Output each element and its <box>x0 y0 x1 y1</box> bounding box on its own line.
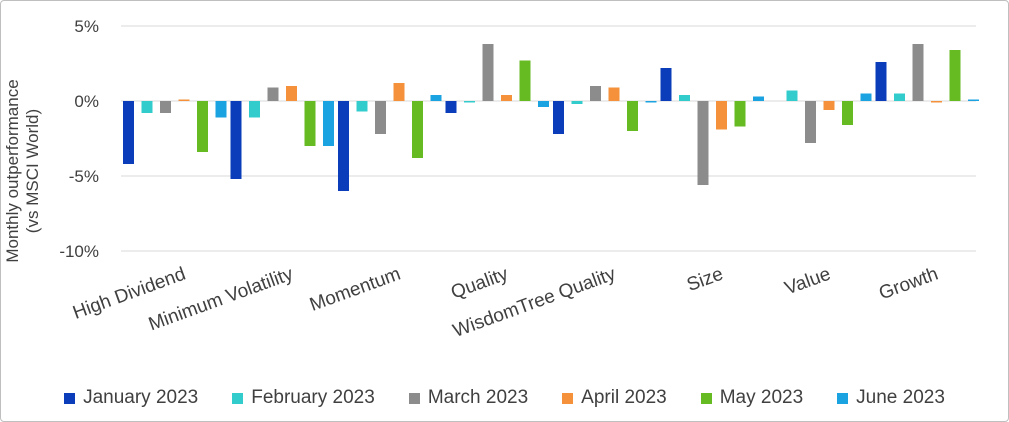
bar <box>123 101 134 164</box>
legend-item: February 2023 <box>232 387 375 409</box>
bar <box>178 99 190 101</box>
y-tick-label: -10% <box>59 242 99 261</box>
bar <box>734 101 746 127</box>
bar <box>860 93 872 101</box>
bar <box>590 86 601 101</box>
x-tick-label: Momentum <box>307 264 403 316</box>
y-axis-title: Monthly outperformance (vs MSCI World) <box>3 79 42 263</box>
x-tick-label: Growth <box>876 264 941 305</box>
bar <box>805 101 816 143</box>
legend-label: April 2023 <box>581 387 667 408</box>
bar <box>197 101 208 152</box>
x-tick-label: Size <box>684 264 726 296</box>
bar <box>538 101 549 107</box>
bar <box>338 101 349 191</box>
bar <box>430 95 442 101</box>
bar <box>230 101 242 179</box>
bar <box>875 62 887 101</box>
bar <box>215 101 227 118</box>
bar <box>445 101 457 113</box>
x-tick-label: Quality <box>448 263 511 303</box>
legend-label: May 2023 <box>719 387 804 408</box>
bar <box>267 87 279 101</box>
bar <box>697 101 709 185</box>
bar <box>753 96 764 101</box>
bar <box>304 101 316 146</box>
bar <box>912 44 924 101</box>
bar <box>501 95 512 101</box>
legend-swatch <box>64 392 76 404</box>
legend-item: May 2023 <box>700 387 804 409</box>
bar <box>286 86 297 101</box>
bar <box>356 101 368 112</box>
bar <box>482 44 494 101</box>
bar <box>842 101 853 125</box>
legend-item: April 2023 <box>562 387 667 409</box>
bar <box>519 60 531 101</box>
y-tick-label: 5% <box>74 17 99 36</box>
legend: January 2023 February 2023 March 2023 April… <box>1 387 1008 409</box>
bar <box>660 68 672 101</box>
bar <box>553 101 564 134</box>
bar <box>931 101 942 103</box>
x-tick-label: Value <box>782 264 834 300</box>
bar <box>949 50 961 101</box>
legend-swatch <box>562 392 574 404</box>
bar <box>968 99 979 101</box>
legend-swatch <box>837 392 849 404</box>
bar <box>894 93 905 101</box>
bar <box>627 101 638 131</box>
legend-label: June 2023 <box>856 387 945 408</box>
bar <box>249 101 260 118</box>
bar <box>160 101 171 113</box>
y-tick-label: -5% <box>69 167 99 186</box>
bar <box>464 101 475 103</box>
bar <box>571 101 583 104</box>
bar <box>608 87 620 101</box>
legend-swatch <box>232 392 244 404</box>
legend-label: February 2023 <box>251 387 375 408</box>
bar <box>823 101 835 110</box>
legend-item: March 2023 <box>408 387 529 409</box>
legend-swatch <box>700 392 712 404</box>
bar <box>716 101 727 130</box>
y-tick-label: 0% <box>74 92 99 111</box>
bar <box>323 101 334 146</box>
legend-label: January 2023 <box>83 387 199 408</box>
bar <box>141 101 153 113</box>
bar <box>645 101 657 103</box>
legend-item: January 2023 <box>64 387 198 409</box>
bar <box>412 101 423 158</box>
legend-label: March 2023 <box>427 387 529 408</box>
bar <box>786 90 798 101</box>
bar <box>393 83 405 101</box>
legend-swatch <box>408 392 420 404</box>
bar <box>375 101 386 134</box>
legend-item: June 2023 <box>837 387 945 409</box>
bar <box>679 95 690 101</box>
